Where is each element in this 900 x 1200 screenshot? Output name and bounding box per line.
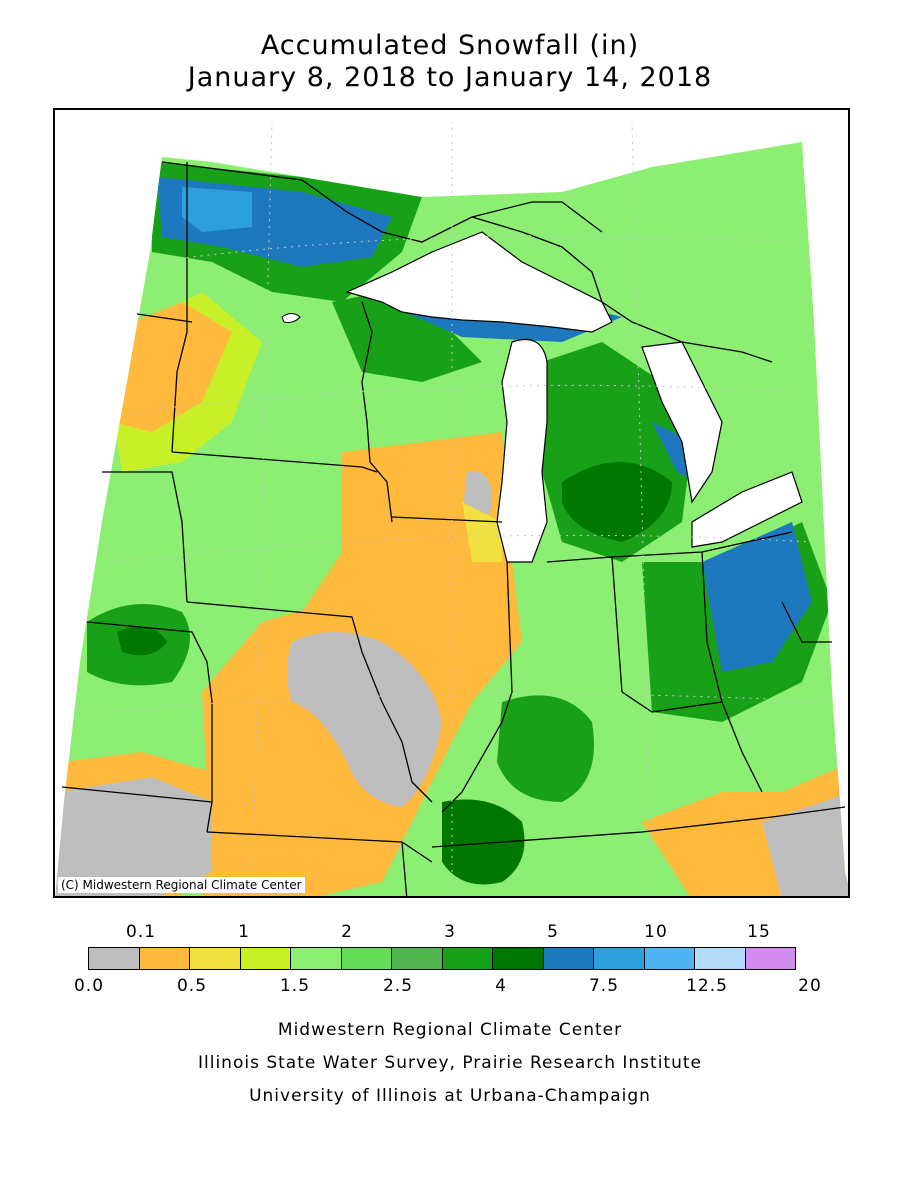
legend-bottom-label: 20 (798, 976, 822, 996)
legend-swatch (138, 947, 190, 970)
legend-swatch (694, 947, 746, 970)
snowfall-map: (C) Midwestern Regional Climate Center (53, 108, 850, 898)
legend-swatch (593, 947, 645, 970)
lake-erie (691, 471, 803, 548)
legend-swatch (744, 947, 796, 970)
legend-swatch (239, 947, 291, 970)
lake-michigan (496, 338, 548, 563)
map-date-range: January 8, 2018 to January 14, 2018 (187, 62, 713, 93)
lake-huron (641, 341, 723, 504)
legend-bottom-label: 0.5 (176, 976, 208, 996)
footer-survey: Illinois State Water Survey, Prairie Res… (198, 1053, 702, 1073)
legend-swatch (88, 947, 140, 970)
legend-swatch (492, 947, 544, 970)
legend-swatch (391, 947, 443, 970)
legend-swatches (88, 947, 796, 970)
lake-superior (345, 231, 613, 333)
legend-top-label: 15 (747, 922, 771, 942)
legend-swatch (189, 947, 241, 970)
legend-bottom-label: 2.5 (382, 976, 414, 996)
borders (61, 161, 846, 896)
legend-top-label: 0.1 (125, 922, 157, 942)
legend-swatch (643, 947, 695, 970)
legend-swatch (441, 947, 493, 970)
legend-bottom-label: 0.0 (73, 976, 105, 996)
legend-bottom-label: 1.5 (279, 976, 311, 996)
lakes (281, 231, 803, 563)
legend-top-label: 2 (341, 922, 353, 942)
legend-swatch (542, 947, 594, 970)
legend-top-label: 10 (644, 922, 668, 942)
legend-bottom-label: 7.5 (588, 976, 620, 996)
footer-org: Midwestern Regional Climate Center (277, 1020, 623, 1040)
legend-top-label: 5 (547, 922, 559, 942)
legend-swatch (340, 947, 392, 970)
graticule (91, 121, 833, 896)
map-canvas (55, 121, 848, 896)
lake-small (281, 313, 301, 323)
legend-swatch (290, 947, 342, 970)
legend-top-label: 3 (444, 922, 456, 942)
map-title: Accumulated Snowfall (in) (260, 30, 640, 61)
color-legend: 0.1 1 2 3 5 10 15 0.0 0.5 1.5 2.5 4 7.5 … (0, 920, 900, 1000)
legend-bottom-label: 4 (495, 976, 507, 996)
map-credit: (C) Midwestern Regional Climate Center (58, 877, 305, 893)
legend-top-label: 1 (238, 922, 250, 942)
legend-bottom-label: 12.5 (686, 976, 728, 996)
footer-university: University of Illinois at Urbana-Champai… (249, 1086, 651, 1106)
